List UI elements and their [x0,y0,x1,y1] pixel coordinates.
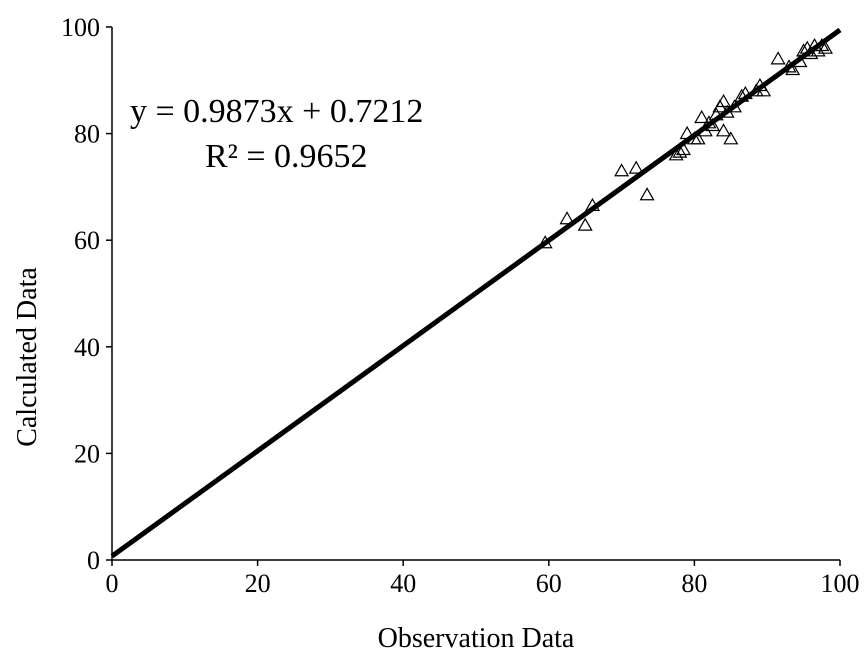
data-point-triangle [675,141,692,156]
data-point-triangle [577,217,593,231]
y-axis-title: Calculated Data [12,267,43,447]
x-tick-label: 80 [681,569,707,598]
y-tick-label: 100 [61,13,100,42]
data-point-triangle [672,144,688,158]
trendline [110,27,842,559]
x-tick-label: 60 [536,569,562,598]
data-point-triangle [715,93,732,108]
x-axis-title: Observation Data [378,623,575,653]
y-tick-label: 20 [74,439,100,468]
x-tick-label: 0 [106,569,119,598]
data-point-triangle [817,40,833,54]
x-tick-label: 40 [390,569,416,598]
regression-equation: y = 0.9873x + 0.7212 [130,93,423,130]
y-tick-label: 0 [87,546,100,575]
data-point-triangle [628,160,644,174]
r-squared-label: R² = 0.9652 [205,138,368,175]
data-point-triangle [715,123,732,137]
plot-area [110,27,842,559]
data-point-triangle [614,163,630,177]
y-tick-label: 40 [74,333,100,362]
axes: 0 20 40 60 80 100 0 20 40 60 80 100 [61,13,860,598]
x-tick-label: 100 [821,569,860,598]
data-point-triangle [559,211,575,225]
data-point-triangle [639,187,655,201]
data-point-triangle [723,131,739,145]
data-point-triangle [690,131,706,145]
y-tick-label: 60 [74,226,100,255]
y-tick-label: 80 [74,120,100,149]
x-tick-label: 20 [245,569,271,598]
data-point-triangle [770,51,786,65]
data-point-triangle [694,109,710,124]
